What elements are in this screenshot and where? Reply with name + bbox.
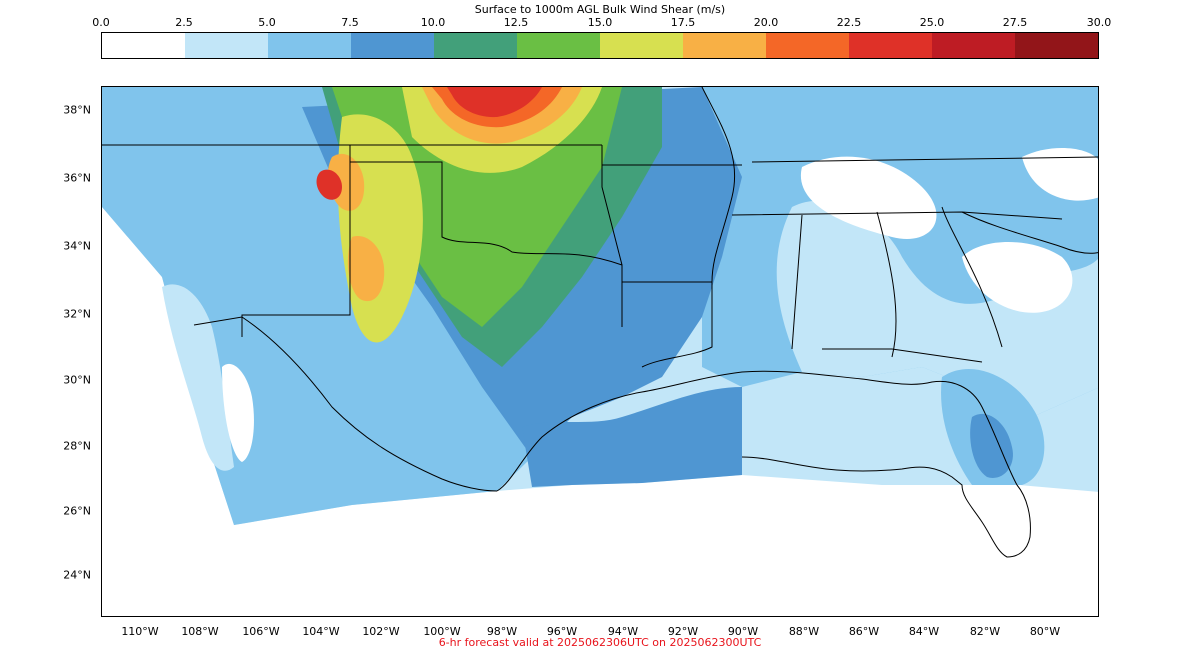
shear-7-5-florida xyxy=(970,413,1013,478)
shear-22-5-north xyxy=(447,87,542,118)
colorbar-tick-label: 7.5 xyxy=(341,16,359,29)
border-georgia-south-carolina xyxy=(941,206,1003,348)
colorbar-tick-label: 0.0 xyxy=(92,16,110,29)
colorbar-tick-label: 10.0 xyxy=(420,16,446,29)
border-texas-panhandle xyxy=(241,145,351,337)
colorbar-tick-label: 17.5 xyxy=(670,16,696,29)
shear-22-5-panhandle xyxy=(316,169,342,200)
latitude-tick-label: 34°N xyxy=(63,239,91,253)
colorbar-tick-label: 20.0 xyxy=(753,16,779,29)
colorbar-segment xyxy=(517,33,600,58)
latitude-tick-label: 36°N xyxy=(63,171,91,185)
border-mississippi-river xyxy=(701,87,736,283)
colorbar-segment xyxy=(351,33,434,58)
longitude-tick-label: 94°W xyxy=(607,625,639,638)
map-panel xyxy=(101,86,1099,617)
latitude-tick-label: 30°N xyxy=(63,373,91,387)
border-alabama-mississippi xyxy=(791,214,803,350)
latitude-tick-label: 38°N xyxy=(63,103,91,117)
colorbar-segment xyxy=(268,33,351,58)
coastline xyxy=(496,370,1031,558)
longitude-tick-label: 88°W xyxy=(788,625,820,638)
latitude-tick-label: 26°N xyxy=(63,504,91,518)
colorbar-tick-label: 2.5 xyxy=(175,16,193,29)
shear-0-southwest xyxy=(222,363,254,462)
shear-2-5-east xyxy=(776,200,1098,417)
colorbar-segment xyxy=(932,33,1015,58)
shear-0-east-2 xyxy=(962,242,1073,313)
longitude-tick-label: 104°W xyxy=(302,625,340,638)
colorbar xyxy=(101,32,1099,59)
shear-17-5-texas xyxy=(347,236,385,302)
longitude-tick-label: 80°W xyxy=(1029,625,1061,638)
longitude-tick-label: 84°W xyxy=(908,625,940,638)
state-borders xyxy=(102,87,1098,492)
colorbar-tick-label: 12.5 xyxy=(503,16,529,29)
longitude-tick-label: 98°W xyxy=(486,625,518,638)
border-florida-georgia xyxy=(822,348,983,363)
latitude-tick-label: 28°N xyxy=(63,439,91,453)
longitude-tick-label: 100°W xyxy=(423,625,461,638)
border-rio-grande xyxy=(193,316,498,492)
longitude-tick-label: 82°W xyxy=(969,625,1001,638)
longitude-tick-label: 106°W xyxy=(242,625,280,638)
colorbar-segment xyxy=(1015,33,1098,58)
latitude-tick-label: 24°N xyxy=(63,568,91,582)
colorbar-segment xyxy=(683,33,766,58)
wind-shear-map xyxy=(102,87,1098,558)
forecast-valid-caption: 6-hr forecast valid at 2025062306UTC on … xyxy=(438,636,762,649)
colorbar-segment xyxy=(849,33,932,58)
longitude-tick-label: 110°W xyxy=(121,625,159,638)
border-kentucky-tennessee xyxy=(751,156,1098,163)
border-alabama-georgia xyxy=(876,211,897,358)
border-red-river xyxy=(350,161,623,266)
shear-7-5-gulf-coast xyxy=(522,387,742,487)
longitude-tick-label: 90°W xyxy=(727,625,759,638)
longitude-tick-label: 102°W xyxy=(362,625,400,638)
colorbar-tick-label: 30.0 xyxy=(1086,16,1112,29)
border-oklahoma-east xyxy=(601,145,623,327)
colorbar-tick-label: 22.5 xyxy=(836,16,862,29)
colorbar-tick-label: 5.0 xyxy=(258,16,276,29)
longitude-tick-label: 96°W xyxy=(546,625,578,638)
shear-0-east-1 xyxy=(800,156,937,239)
colorbar-tick-label: 15.0 xyxy=(587,16,613,29)
shear-0-east-3 xyxy=(1022,147,1098,201)
colorbar-tick-label: 27.5 xyxy=(1002,16,1028,29)
latitude-tick-label: 32°N xyxy=(63,307,91,321)
colorbar-segment xyxy=(766,33,849,58)
colorbar-segment xyxy=(434,33,517,58)
shear-2-5-southwest xyxy=(162,284,234,471)
longitude-tick-label: 92°W xyxy=(667,625,699,638)
colorbar-segment xyxy=(600,33,683,58)
chart-title: Surface to 1000m AGL Bulk Wind Shear (m/… xyxy=(474,3,726,16)
border-louisiana xyxy=(622,281,713,368)
colorbar-segment xyxy=(102,33,185,58)
longitude-tick-label: 108°W xyxy=(181,625,219,638)
border-carolinas xyxy=(961,211,1098,254)
colorbar-segment xyxy=(185,33,268,58)
colorbar-tick-label: 25.0 xyxy=(919,16,945,29)
longitude-tick-label: 86°W xyxy=(848,625,880,638)
